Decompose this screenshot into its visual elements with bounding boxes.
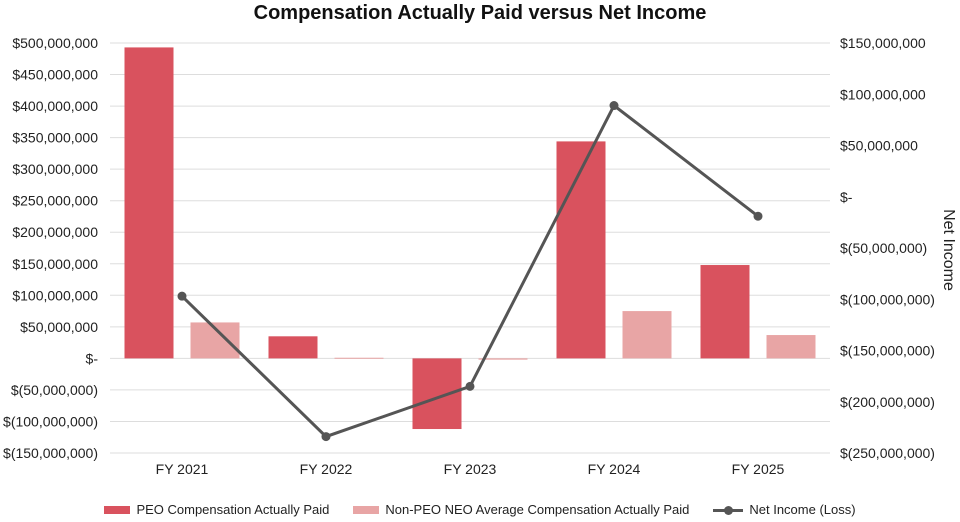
bar-peo [268,336,318,359]
net-income-point [321,432,331,442]
bar-peo [124,47,174,359]
right-tick-label: $(200,000,000) [840,394,935,410]
right-tick-label: $(250,000,000) [840,445,935,461]
left-tick-label: $250,000,000 [12,193,98,209]
left-tick-label: $(150,000,000) [3,445,98,461]
bar-non-peo [766,335,816,359]
bar-peo [700,265,750,359]
left-tick-label: $400,000,000 [12,98,98,114]
left-tick-label: $450,000,000 [12,67,98,83]
right-axis-label: Net Income [940,209,957,291]
bar-peo [412,358,462,430]
left-tick-label: $300,000,000 [12,161,98,177]
category-label: FY 2021 [156,461,209,477]
left-tick-label: $100,000,000 [12,287,98,303]
right-tick-label: $(50,000,000) [840,240,927,256]
net-income-point [753,211,763,221]
legend-label-non-peo: Non-PEO NEO Average Compensation Actuall… [385,502,690,517]
left-tick-label: $500,000,000 [12,35,98,51]
bar-non-peo [478,358,528,360]
legend-item-peo: PEO Compensation Actually Paid [104,502,329,517]
left-tick-label: $(50,000,000) [11,382,98,398]
left-tick-label: $50,000,000 [20,319,98,335]
right-tick-label: $100,000,000 [840,86,926,102]
left-tick-label: $- [86,350,99,366]
net-income-point [609,101,619,111]
net-income-point [177,291,187,301]
bar-non-peo [622,311,672,359]
left-tick-label: $200,000,000 [12,224,98,240]
left-tick-label: $(100,000,000) [3,413,98,429]
category-label: FY 2022 [300,461,353,477]
bar-non-peo [334,357,384,359]
chart-legend: PEO Compensation Actually Paid Non-PEO N… [0,502,960,517]
chart-canvas: $500,000,000 $450,000,000 $400,000,000 $350… [3,35,957,477]
bar-peo [556,141,606,359]
category-label: FY 2025 [732,461,785,477]
legend-label-peo: PEO Compensation Actually Paid [136,502,330,517]
legend-swatch-non-peo [353,505,380,514]
chart-title: Compensation Actually Paid versus Net In… [253,2,707,24]
right-tick-label: $(100,000,000) [840,291,935,307]
net-income-point [465,381,475,391]
category-label: FY 2024 [588,461,641,477]
right-tick-label: $(150,000,000) [840,343,935,359]
right-tick-label: $150,000,000 [840,35,926,51]
left-tick-label: $150,000,000 [12,256,98,272]
left-tick-label: $350,000,000 [12,130,98,146]
category-label: FY 2023 [444,461,497,477]
legend-item-net-income: Net Income (Loss) [713,502,856,517]
legend-item-non-peo: Non-PEO NEO Average Compensation Actuall… [353,502,689,517]
right-tick-label: $- [840,189,853,205]
legend-swatch-net-income [713,505,744,515]
legend-swatch-peo [104,505,131,514]
right-tick-label: $50,000,000 [840,138,918,154]
legend-label-net-income: Net Income (Loss) [749,502,856,517]
